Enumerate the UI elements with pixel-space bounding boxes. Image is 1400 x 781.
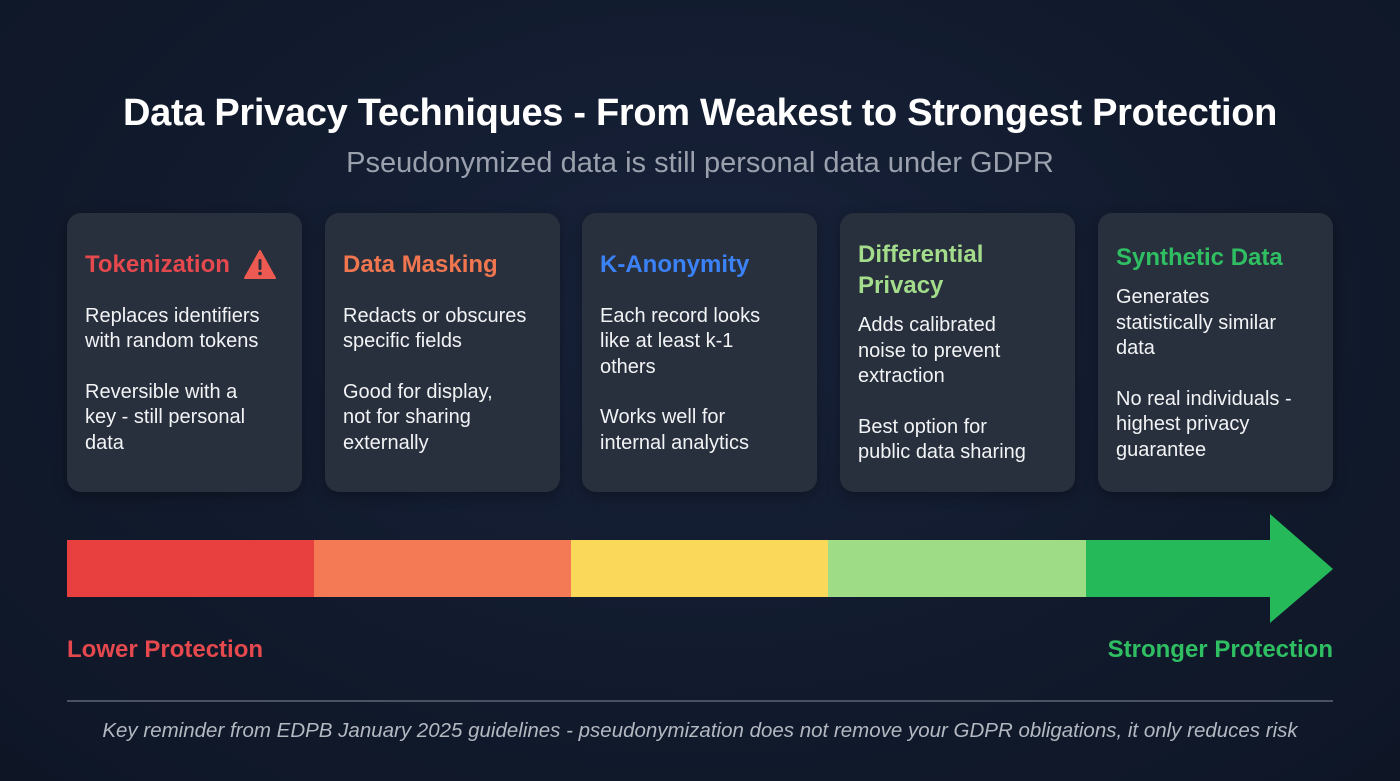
warning-icon <box>243 249 276 279</box>
card-data-masking: Data Masking Redacts or obscures specifi… <box>325 213 560 492</box>
card-body: Generates statistically similar data No … <box>1116 285 1315 463</box>
card-tokenization: Tokenization Replaces identifiers with r… <box>67 213 302 492</box>
card-body: Replaces identifiers with random tokens … <box>85 304 284 457</box>
lower-protection-label: Lower Protection <box>67 636 264 663</box>
card-description: Generates statistically similar data <box>1116 286 1277 359</box>
card-k-anonymity: K-Anonymity Each record looks like at le… <box>582 213 817 492</box>
card-title: Synthetic Data <box>1116 244 1283 271</box>
stronger-protection-label: Stronger Protection <box>1107 636 1333 663</box>
page-title: Data Privacy Techniques - From Weakest t… <box>122 92 1278 134</box>
card-title: Differential Privacy <box>858 241 984 300</box>
scale-segment-3 <box>571 540 828 597</box>
card-description: Replaces identifiers with random tokens <box>85 304 260 353</box>
card-title: K-Anonymity <box>600 250 750 278</box>
card-title-row: Tokenization <box>85 249 284 280</box>
card-description: Adds calibrated noise to prevent extract… <box>858 314 1001 388</box>
card-note: Reversible with a key - still personal d… <box>85 380 246 454</box>
card-note: Good for display, not for sharing extern… <box>343 380 493 454</box>
card-body: Redacts or obscures specific fields Good… <box>343 304 542 457</box>
card-title: Data Masking <box>343 250 498 278</box>
card-differential-privacy: Differential Privacy Adds calibrated noi… <box>840 213 1075 492</box>
footer-note: Key reminder from EDPB January 2025 guid… <box>102 719 1298 742</box>
card-body: Each record looks like at least k-1 othe… <box>600 304 799 457</box>
card-note: Best option for public data sharing <box>858 415 1026 464</box>
scale-arrow-head <box>1086 514 1333 623</box>
scale-segment-1 <box>67 540 314 597</box>
card-note: No real individuals - highest privacy gu… <box>1116 387 1292 461</box>
scale-segment-4 <box>828 540 1086 597</box>
page-subtitle: Pseudonymized data is still personal dat… <box>346 147 1054 179</box>
card-title: Tokenization <box>85 250 230 278</box>
card-body: Adds calibrated noise to prevent extract… <box>858 313 1057 466</box>
card-description: Each record looks like at least k-1 othe… <box>600 304 761 378</box>
card-note: Works well for internal analytics <box>600 406 749 454</box>
scale-segment-2 <box>314 540 571 597</box>
card-description: Redacts or obscures specific fields <box>343 304 527 353</box>
divider <box>67 700 1333 702</box>
card-synthetic-data: Synthetic Data Generates statistically s… <box>1098 213 1333 492</box>
